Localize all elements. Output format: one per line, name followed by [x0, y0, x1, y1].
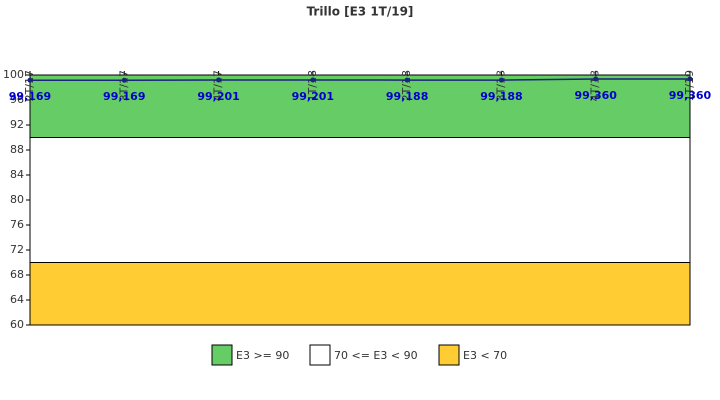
data-label: 99,201 [292, 90, 334, 103]
data-point [216, 77, 222, 83]
legend-swatch [309, 344, 331, 366]
data-point [498, 77, 504, 83]
x-tick-label: 4T/17 [212, 70, 225, 101]
data-label: 99,188 [480, 90, 522, 103]
data-point [404, 77, 410, 83]
y-tick-label: 80 [10, 193, 24, 206]
y-tick-label: 84 [10, 168, 24, 181]
x-tick-label: 1T/18 [306, 70, 319, 101]
data-line [30, 78, 690, 81]
x-tick-label: 3T/18 [494, 70, 507, 101]
band [29, 137, 691, 263]
data-label: 99,169 [9, 90, 51, 103]
y-tick-label: 76 [10, 218, 24, 231]
data-point [593, 76, 599, 82]
data-point [687, 76, 693, 82]
y-tick-label: 64 [10, 293, 24, 306]
data-label: 99,169 [103, 90, 145, 103]
data-label: 99,360 [669, 89, 712, 102]
legend-label: 70 <= E3 < 90 [334, 349, 418, 362]
band [29, 262, 691, 326]
data-label: 99,201 [197, 90, 239, 103]
y-tick-label: 88 [10, 143, 24, 156]
legend-label: E3 >= 90 [236, 349, 289, 362]
data-label: 99,188 [386, 90, 428, 103]
x-tick-label: 1T/19 [683, 70, 696, 101]
y-tick-label: 72 [10, 243, 24, 256]
data-label: 99,360 [574, 89, 617, 102]
x-tick-label: 3T/17 [117, 70, 130, 101]
data-point [121, 77, 127, 83]
y-tick-label: 96 [10, 93, 24, 106]
y-tick-label: 60 [10, 318, 24, 331]
x-tick-label: 2T/18 [400, 70, 413, 101]
y-tick-label: 68 [10, 268, 24, 281]
y-tick-label: 100 [3, 68, 24, 81]
legend-label: E3 < 70 [463, 349, 507, 362]
legend-swatch [211, 344, 233, 366]
data-point [310, 77, 316, 83]
legend-swatch [438, 344, 460, 366]
x-tick-label: 2T/17 [23, 70, 36, 101]
band [29, 74, 691, 138]
chart-title: Trillo [E3 1T/19] [307, 5, 414, 19]
y-tick-label: 92 [10, 118, 24, 131]
x-tick-label: 4T/18 [589, 70, 602, 101]
data-point [27, 77, 33, 83]
